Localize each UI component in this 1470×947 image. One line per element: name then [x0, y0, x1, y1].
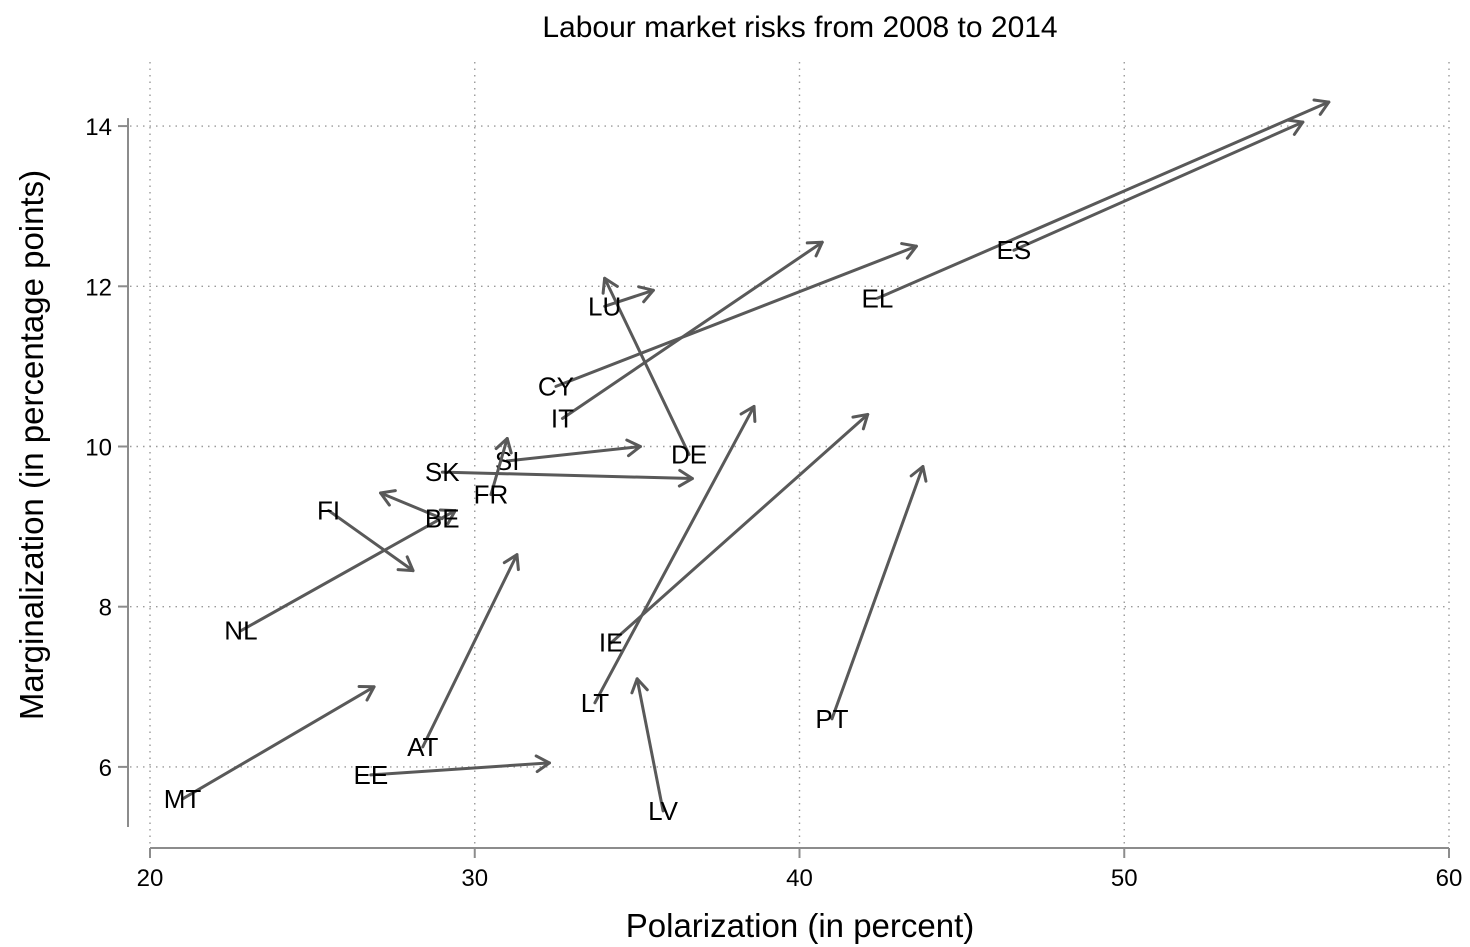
- arrow-shaft: [440, 470, 694, 481]
- point-label: NL: [224, 616, 257, 646]
- arrow-shaft: [593, 404, 756, 705]
- arrow-cy: CY: [538, 242, 918, 401]
- arrow-head: [677, 468, 694, 488]
- arrow-head: [739, 404, 757, 423]
- x-tick-label: 20: [137, 865, 164, 892]
- point-label: IE: [599, 628, 624, 658]
- arrow-nl: NL: [224, 508, 457, 646]
- arrow-head: [601, 276, 619, 295]
- arrow-shaft: [369, 761, 551, 777]
- arrow-shaft: [560, 240, 824, 420]
- arrow-lt: LT: [581, 404, 757, 718]
- arrow-shaft: [1012, 120, 1305, 252]
- arrow-it: IT: [551, 240, 824, 433]
- arrow-si: SI: [495, 438, 642, 476]
- arrow-ie: IE: [599, 412, 870, 658]
- x-axis-label: Polarization (in percent): [626, 907, 975, 944]
- y-tick-label: 14: [85, 114, 112, 141]
- arrow-head: [357, 684, 376, 702]
- point-label: ES: [996, 235, 1031, 265]
- arrow-head: [379, 489, 397, 507]
- x-tick-label: 30: [461, 865, 488, 892]
- arrow-shaft: [875, 100, 1331, 300]
- arrow-es: ES: [996, 118, 1305, 265]
- point-label: IT: [551, 403, 574, 433]
- x-tick-label: 50: [1111, 865, 1138, 892]
- arrow-shaft: [554, 244, 918, 388]
- point-label: MT: [164, 784, 202, 814]
- arrow-head: [534, 754, 551, 774]
- axes: 20 30 40 50 60 6 8 10 12 14: [85, 114, 1462, 892]
- arrow-head: [494, 436, 513, 455]
- arrow-at: AT: [407, 553, 520, 762]
- arrow-head: [637, 285, 655, 304]
- arrow-shaft: [379, 491, 444, 521]
- point-label: EE: [353, 760, 388, 790]
- y-tick-label: 6: [99, 755, 112, 782]
- point-label: PT: [815, 704, 848, 734]
- arrow-shaft: [421, 553, 519, 749]
- arrow-mt: MT: [164, 684, 376, 814]
- point-label: CY: [538, 371, 574, 401]
- arrow-head: [1312, 98, 1331, 116]
- arrow-shaft: [609, 412, 870, 645]
- arrow-shaft: [505, 444, 642, 463]
- arrow-head: [396, 555, 415, 573]
- arrow-sk: SK: [425, 457, 694, 488]
- arrow-be: BE: [379, 489, 460, 534]
- arrow-lu: LU: [588, 285, 655, 321]
- arrow-shaft: [603, 276, 691, 456]
- arrow-shaft: [830, 465, 925, 721]
- arrow-shaft: [635, 677, 665, 813]
- y-tick-label: 8: [99, 595, 112, 622]
- y-tick-label: 10: [85, 434, 112, 461]
- point-label: DE: [671, 440, 707, 470]
- point-label: LT: [581, 688, 610, 718]
- arrow-shaft: [239, 509, 457, 633]
- arrow-head: [630, 677, 649, 695]
- arrow-ee: EE: [353, 754, 551, 790]
- arrow-el: EL: [862, 98, 1331, 313]
- arrow-head: [1286, 118, 1305, 136]
- point-label: SK: [425, 457, 460, 487]
- point-label: FI: [317, 496, 340, 526]
- arrow-shaft: [603, 288, 655, 308]
- y-axis-label: Marginalization (in percentage points): [13, 170, 50, 720]
- arrow-lv: LV: [630, 677, 679, 826]
- point-label: AT: [407, 732, 438, 762]
- arrow-fr: FR: [474, 436, 513, 510]
- arrow-fi: FI: [317, 496, 415, 573]
- arrow-head: [851, 412, 870, 431]
- arrow-shaft: [327, 509, 415, 573]
- arrow-head: [625, 438, 642, 458]
- point-label: EL: [862, 283, 894, 313]
- arrow-head: [909, 465, 928, 483]
- arrow-shaft: [180, 685, 376, 801]
- grid-lines: [130, 62, 1450, 845]
- arrow-pt: PT: [815, 465, 928, 734]
- point-label: FR: [474, 480, 509, 510]
- point-label: LV: [648, 796, 679, 826]
- point-label: LU: [588, 291, 621, 321]
- arrow-head: [900, 242, 918, 260]
- arrow-head: [805, 240, 824, 258]
- x-tick-label: 40: [786, 865, 813, 892]
- y-tick-label: 12: [85, 274, 112, 301]
- arrow-shaft: [489, 436, 509, 497]
- arrow-head: [502, 553, 520, 572]
- chart-title: Labour market risks from 2008 to 2014: [542, 11, 1057, 44]
- arrow-head: [438, 508, 457, 526]
- point-label: BE: [425, 504, 460, 534]
- arrow-de: DE: [601, 276, 707, 470]
- x-tick-label: 60: [1436, 865, 1463, 892]
